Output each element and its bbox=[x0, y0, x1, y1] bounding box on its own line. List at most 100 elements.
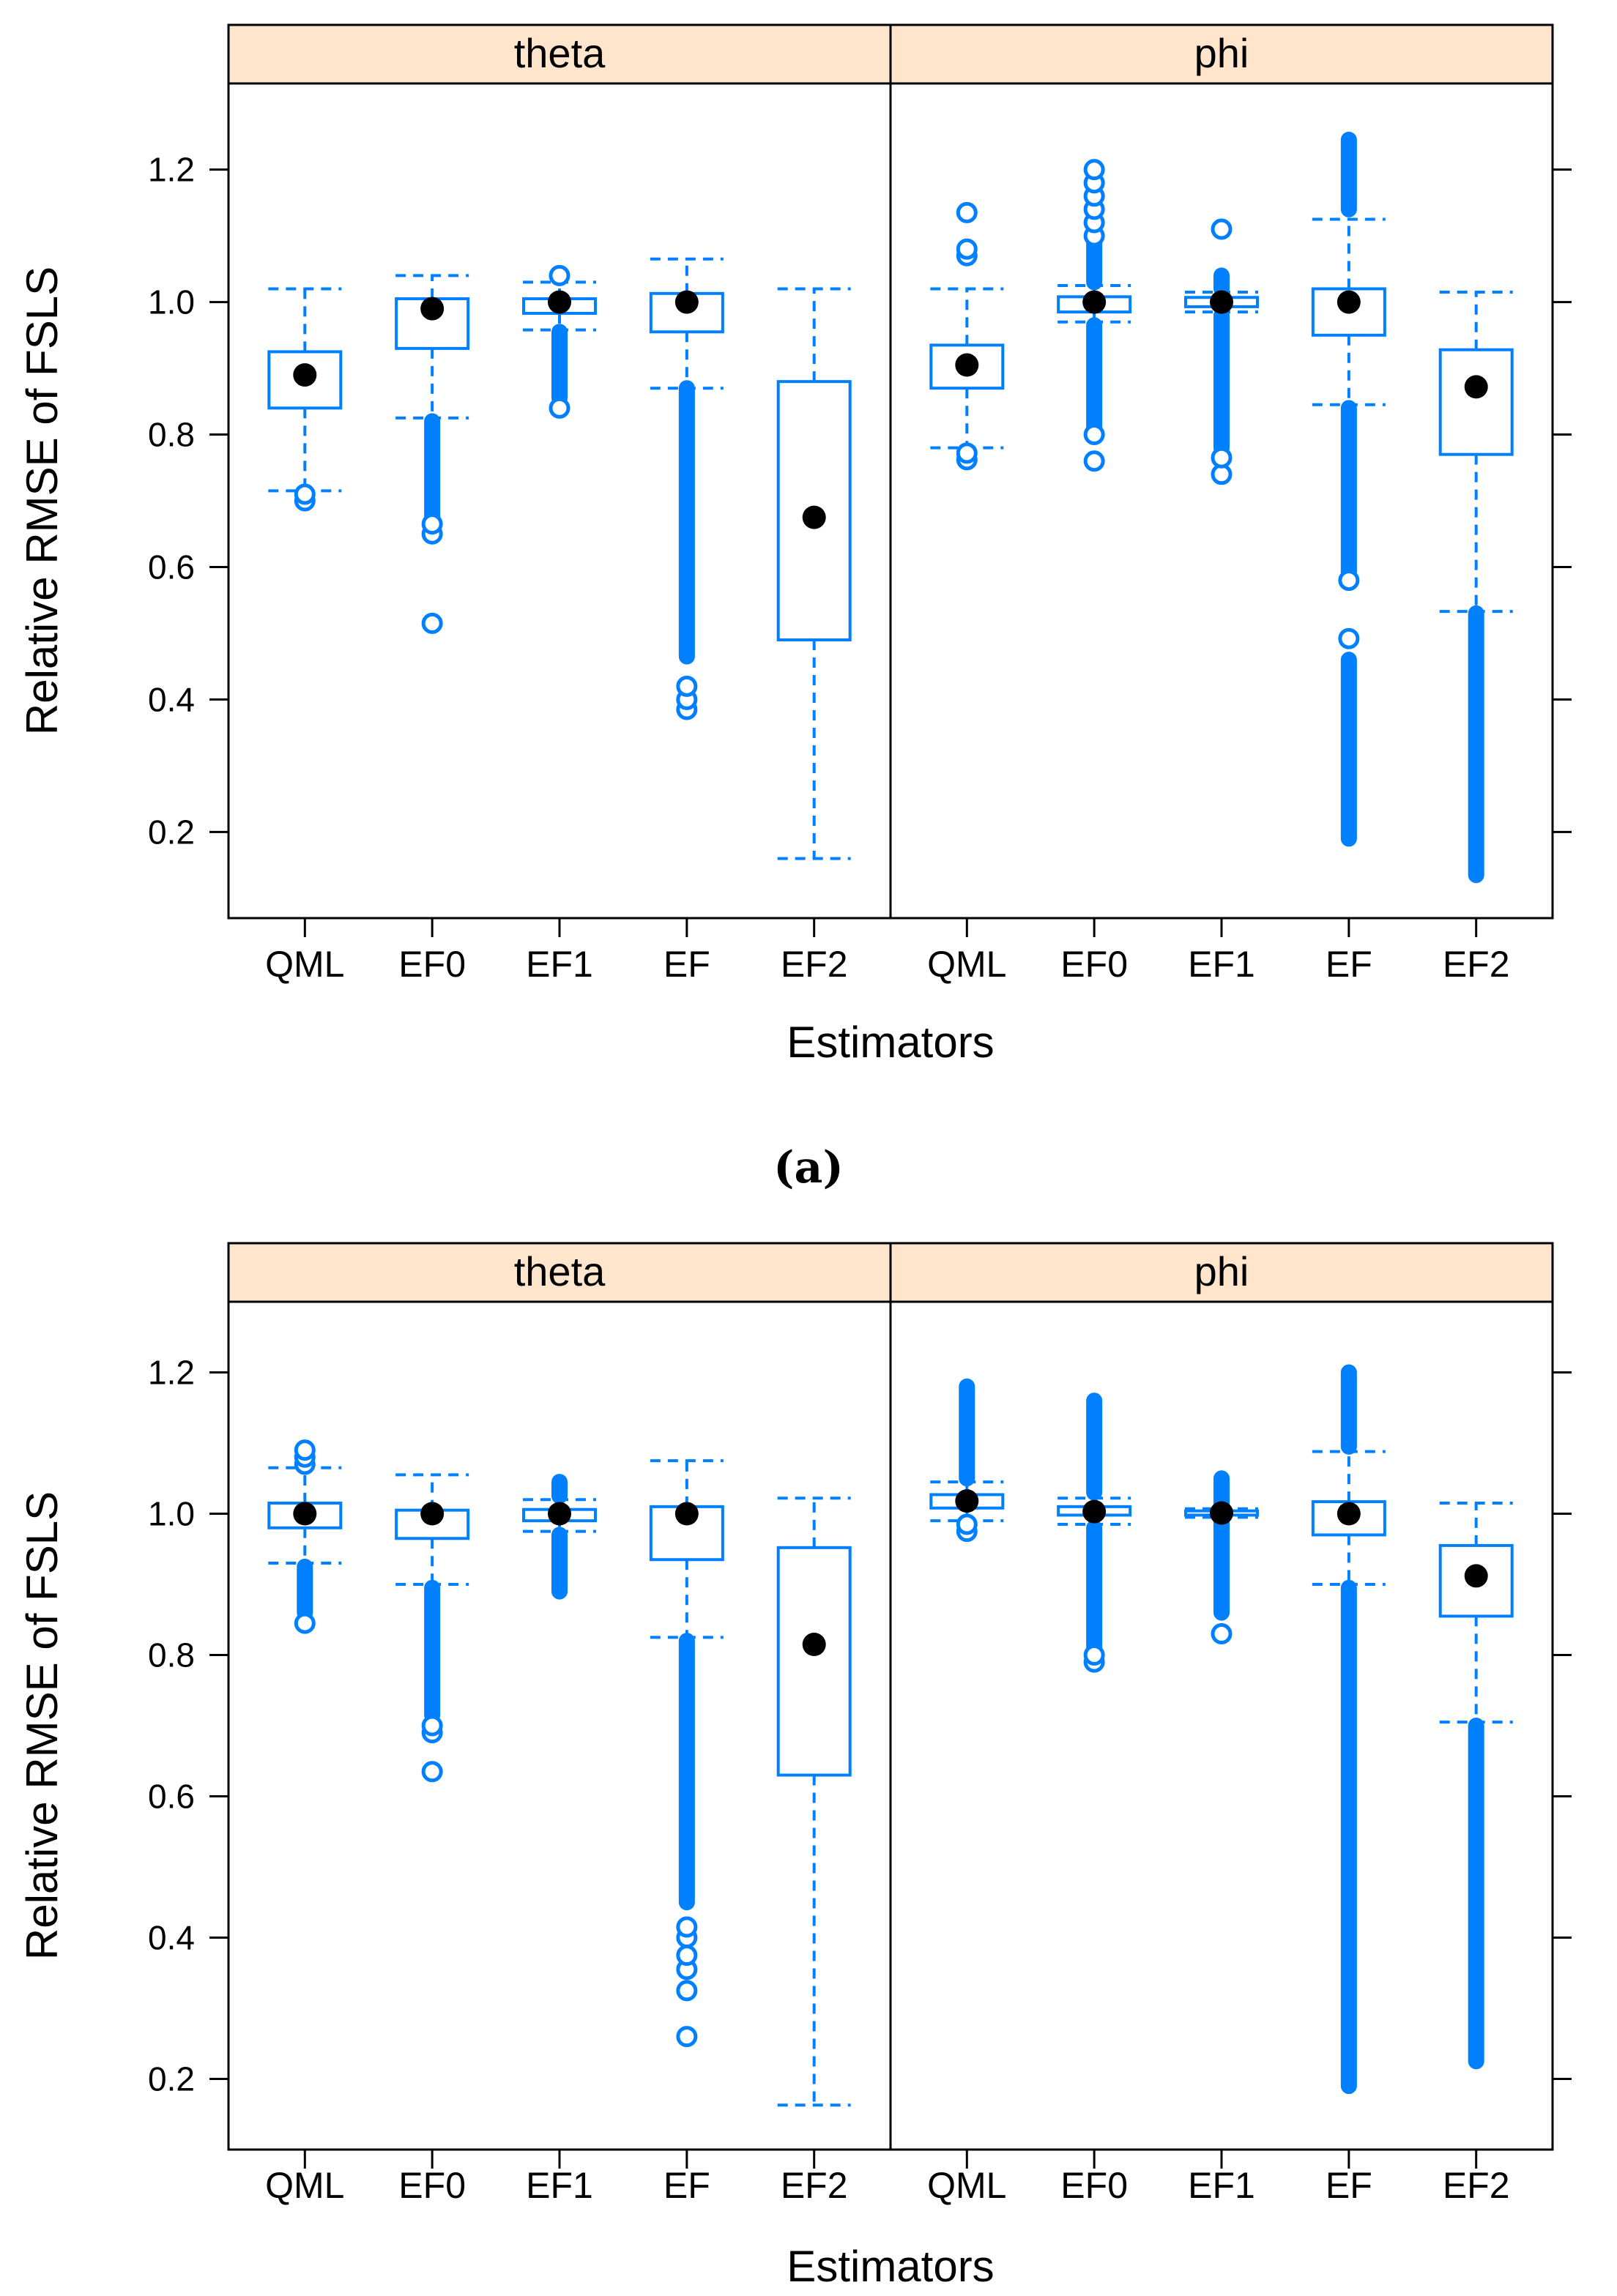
outlier-cluster bbox=[1468, 1718, 1484, 2070]
box-theta-EF: EF bbox=[649, 1459, 724, 2206]
xtick-label: EF0 bbox=[1060, 2165, 1128, 2206]
outlier-cluster bbox=[1340, 1579, 1357, 2095]
chart-b: theta phi 0.2 0.4 0.6 0.8 1.0 1.2 Relative RMSE … bbox=[18, 1242, 1572, 2291]
outlier-cluster bbox=[1086, 1519, 1103, 1656]
ytick-label: 0.4 bbox=[148, 680, 195, 718]
panel-phi: QML EF0 EF1 EF EF2 bbox=[927, 131, 1514, 985]
strip-label-theta: theta bbox=[514, 30, 606, 76]
xtick-label: EF2 bbox=[1443, 944, 1510, 985]
box-body bbox=[776, 380, 852, 642]
strip-phi bbox=[889, 1242, 1554, 1303]
xtick-label: QML bbox=[927, 944, 1006, 985]
strip-theta bbox=[227, 23, 892, 85]
caption-a: (a) bbox=[773, 1142, 844, 1193]
ytick-label: 0.6 bbox=[148, 1778, 195, 1816]
box-phi-EF2: EF2 bbox=[1438, 291, 1514, 985]
ytick-label: 1.2 bbox=[148, 151, 195, 189]
panel-phi: QML EF0 EF1 EF EF2 bbox=[927, 1364, 1514, 2206]
outlier-point bbox=[1338, 570, 1360, 592]
xtick-label: EF bbox=[1326, 2165, 1372, 2206]
box-theta-QML: QML bbox=[265, 1439, 344, 2206]
median-point bbox=[1082, 290, 1107, 314]
xtick-label: EF1 bbox=[1188, 2165, 1255, 2206]
xtick-label: EF0 bbox=[398, 2165, 466, 2206]
outlier-point bbox=[421, 513, 443, 535]
ytick-label: 1.0 bbox=[148, 283, 195, 321]
ytick-label: 1.2 bbox=[148, 1354, 195, 1392]
median-point bbox=[548, 290, 571, 314]
outlier-cluster bbox=[551, 1527, 568, 1600]
outlier-point bbox=[1338, 627, 1360, 649]
xtick-label: EF bbox=[1326, 944, 1372, 985]
outlier-point bbox=[956, 442, 978, 464]
xtick-label: EF1 bbox=[526, 2165, 593, 2206]
y-axis-label: Relative RMSE of FSLS bbox=[18, 266, 67, 735]
outlier-cluster bbox=[1340, 1364, 1357, 1455]
median-point bbox=[420, 1502, 445, 1526]
outlier-point bbox=[294, 483, 316, 505]
outlier-point bbox=[1083, 424, 1105, 446]
box-theta-EF2: EF2 bbox=[776, 287, 852, 985]
outlier-point bbox=[294, 1439, 316, 1461]
median-point bbox=[293, 363, 317, 387]
outlier-cluster bbox=[1086, 317, 1103, 436]
ytick-label: 0.8 bbox=[148, 416, 195, 454]
box-phi-QML: QML bbox=[927, 1378, 1006, 2206]
ytick-label: 0.6 bbox=[148, 548, 195, 586]
median-point bbox=[420, 297, 445, 321]
outlier-point bbox=[549, 397, 570, 419]
outlier-cluster bbox=[1340, 131, 1357, 217]
median-point bbox=[674, 290, 699, 314]
ytick-label: 0.4 bbox=[148, 1919, 195, 1957]
median-point bbox=[955, 353, 979, 377]
ytick-label: 0.2 bbox=[148, 2060, 195, 2098]
outlier-cluster bbox=[678, 380, 695, 665]
outlier-cluster bbox=[959, 1378, 975, 1487]
outlier-cluster bbox=[1213, 1513, 1230, 1621]
outlier-cluster bbox=[678, 1633, 695, 1911]
outlier-point bbox=[676, 675, 698, 697]
xtick-label: EF bbox=[663, 2165, 710, 2206]
xtick-label: EF2 bbox=[781, 944, 848, 985]
xtick-label: EF1 bbox=[526, 944, 593, 985]
outlier-cluster bbox=[1086, 1393, 1103, 1501]
outlier-point bbox=[956, 1513, 978, 1535]
outlier-point bbox=[676, 2026, 698, 2048]
box-theta-EF0: EF0 bbox=[395, 274, 470, 985]
outlier-cluster bbox=[424, 413, 441, 526]
outlier-cluster bbox=[424, 1579, 441, 1723]
median-point bbox=[548, 1502, 571, 1526]
box-theta-EF: EF bbox=[649, 257, 724, 985]
median-point bbox=[802, 505, 826, 529]
outlier-point bbox=[956, 201, 978, 223]
box-body bbox=[1438, 348, 1514, 456]
outlier-cluster bbox=[1340, 400, 1357, 582]
box-phi-EF0: EF0 bbox=[1057, 159, 1132, 985]
outlier-point bbox=[676, 1980, 698, 2002]
median-point bbox=[1082, 1499, 1107, 1524]
box-body bbox=[1438, 1543, 1514, 1618]
outlier-cluster bbox=[297, 1558, 313, 1621]
box-phi-EF2: EF2 bbox=[1438, 1502, 1514, 2206]
ytick-label: 0.2 bbox=[148, 813, 195, 851]
box-phi-EF: EF bbox=[1311, 131, 1386, 985]
median-point bbox=[293, 1502, 317, 1526]
box-phi-EF1: EF1 bbox=[1184, 1470, 1259, 2206]
xtick-label: EF1 bbox=[1188, 944, 1255, 985]
median-point bbox=[1337, 290, 1361, 314]
outlier-point bbox=[421, 1761, 443, 1783]
panel-theta: QML EF0 EF1 EF EF2 bbox=[265, 1439, 852, 2206]
box-phi-QML: QML bbox=[927, 201, 1006, 985]
box-theta-EF1: EF1 bbox=[522, 1474, 597, 2206]
box-theta-EF2: EF2 bbox=[776, 1496, 852, 2206]
outlier-point bbox=[549, 264, 570, 286]
box-phi-EF: EF bbox=[1311, 1364, 1386, 2206]
chart-a: theta phi 0.2 0.4 0.6 0.8 1.0 1.2 Relative RMSE … bbox=[18, 23, 1572, 1067]
strip-phi bbox=[889, 23, 1554, 85]
box-body bbox=[1311, 1500, 1386, 1537]
strip-label-theta: theta bbox=[514, 1248, 606, 1294]
outlier-point bbox=[676, 1945, 698, 1967]
ytick-label: 0.8 bbox=[148, 1636, 195, 1674]
xtick-label: EF0 bbox=[1060, 944, 1128, 985]
strip-label-phi: phi bbox=[1194, 30, 1249, 76]
